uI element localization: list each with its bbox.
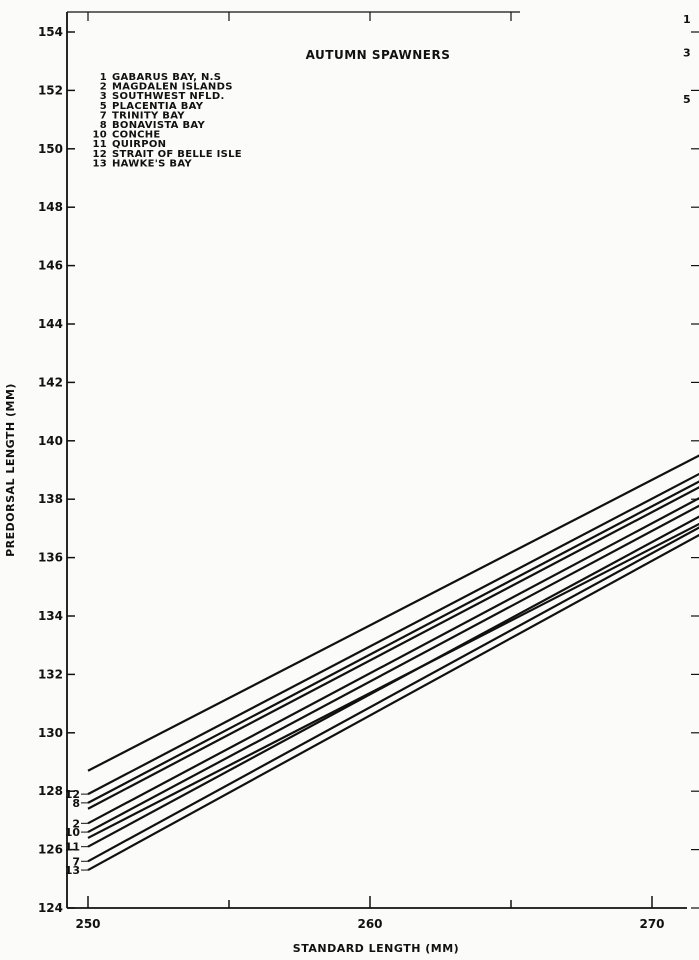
y-tick-label: 154 bbox=[38, 25, 63, 39]
line-label-left-12: 12 bbox=[65, 788, 80, 801]
y-tick-label: 150 bbox=[38, 142, 63, 156]
y-tick-label: 128 bbox=[38, 784, 63, 798]
x-axis-title: STANDARD LENGTH (MM) bbox=[293, 942, 459, 955]
line-label-left-2: 2 bbox=[72, 817, 80, 830]
y-tick-label: 146 bbox=[38, 259, 63, 273]
chart-title: AUTUMN SPAWNERS bbox=[306, 48, 451, 62]
y-tick-label: 124 bbox=[38, 901, 63, 915]
legend-number: 11 bbox=[92, 139, 107, 150]
legend-number: 8 bbox=[100, 120, 107, 131]
legend-label: PLACENTIA BAY bbox=[112, 101, 204, 112]
y-axis-title: PREDORSAL LENGTH (MM) bbox=[4, 383, 17, 557]
line-label-right-1: 1 bbox=[683, 13, 691, 26]
legend-label: TRINITY BAY bbox=[112, 110, 185, 121]
y-tick-label: 140 bbox=[38, 434, 63, 448]
y-tick-label: 152 bbox=[38, 83, 63, 97]
legend-label: STRAIT OF BELLE ISLE bbox=[112, 149, 242, 160]
legend-label: QUIRPON bbox=[112, 139, 166, 150]
series-line-13 bbox=[87, 533, 699, 872]
right-axis-ticks bbox=[691, 31, 699, 909]
line-label-right-5: 5 bbox=[683, 93, 691, 106]
line-label-left-7: 7 bbox=[72, 855, 80, 868]
legend-number: 5 bbox=[100, 101, 107, 112]
legend-number: 7 bbox=[100, 110, 107, 121]
line-label-left-8: 8 bbox=[72, 797, 80, 810]
legend-label: BONAVISTA BAY bbox=[112, 120, 205, 131]
line-label-left-11: 11 bbox=[65, 841, 80, 854]
legend-number: 3 bbox=[100, 91, 107, 102]
legend: 1 GABARUS BAY, N.S 2 MAGDALEN ISLANDS 3 SOUTH… bbox=[92, 72, 241, 169]
x-axis: 250260270280290300 bbox=[75, 12, 665, 931]
legend-number: 1 bbox=[100, 72, 107, 83]
legend-number: 12 bbox=[92, 149, 107, 160]
x-tick-label: 260 bbox=[357, 917, 382, 931]
y-axis: 124 126 128 130 132 134 136 138 140 142 144 146 148 1… bbox=[38, 25, 75, 915]
legend-label: MAGDALEN ISLANDS bbox=[112, 82, 233, 93]
y-tick-label: 138 bbox=[38, 492, 63, 506]
y-tick-label: 132 bbox=[38, 667, 63, 681]
legend-number: 10 bbox=[92, 130, 107, 141]
y-tick-label: 142 bbox=[38, 375, 63, 389]
y-tick-label: 144 bbox=[38, 317, 63, 331]
y-tick-label: 134 bbox=[38, 609, 63, 623]
legend-number: 13 bbox=[92, 158, 107, 169]
line-label-left-13: 13 bbox=[65, 864, 80, 877]
series-line-7 bbox=[87, 526, 699, 863]
series-line-11 bbox=[87, 515, 699, 848]
series-line-10 bbox=[87, 504, 699, 834]
regression-lines bbox=[87, 454, 699, 872]
series-line-2 bbox=[87, 497, 699, 825]
legend-label: HAWKE'S BAY bbox=[112, 158, 192, 169]
legend-number: 2 bbox=[100, 82, 107, 93]
series-line-8 bbox=[87, 480, 699, 804]
legend-label: GABARUS BAY, N.S bbox=[112, 72, 221, 83]
series-line-3 bbox=[87, 486, 699, 810]
line-label-right-3: 3 bbox=[683, 46, 691, 59]
y-tick-label: 136 bbox=[38, 551, 63, 565]
legend-label: SOUTHWEST NFLD. bbox=[112, 91, 225, 102]
x-tick-label: 250 bbox=[75, 917, 100, 931]
x-tick-label: 270 bbox=[639, 917, 664, 931]
y-tick-label: 148 bbox=[38, 200, 63, 214]
series-line-1 bbox=[87, 454, 699, 772]
series-line-12 bbox=[87, 472, 699, 796]
line-label-left-10: 10 bbox=[65, 826, 81, 839]
series-line-5 bbox=[87, 522, 699, 839]
y-tick-label: 130 bbox=[38, 726, 63, 740]
y-tick-label: 126 bbox=[38, 843, 63, 857]
plot-frame bbox=[66, 11, 687, 909]
legend-label: CONCHE bbox=[112, 130, 161, 141]
